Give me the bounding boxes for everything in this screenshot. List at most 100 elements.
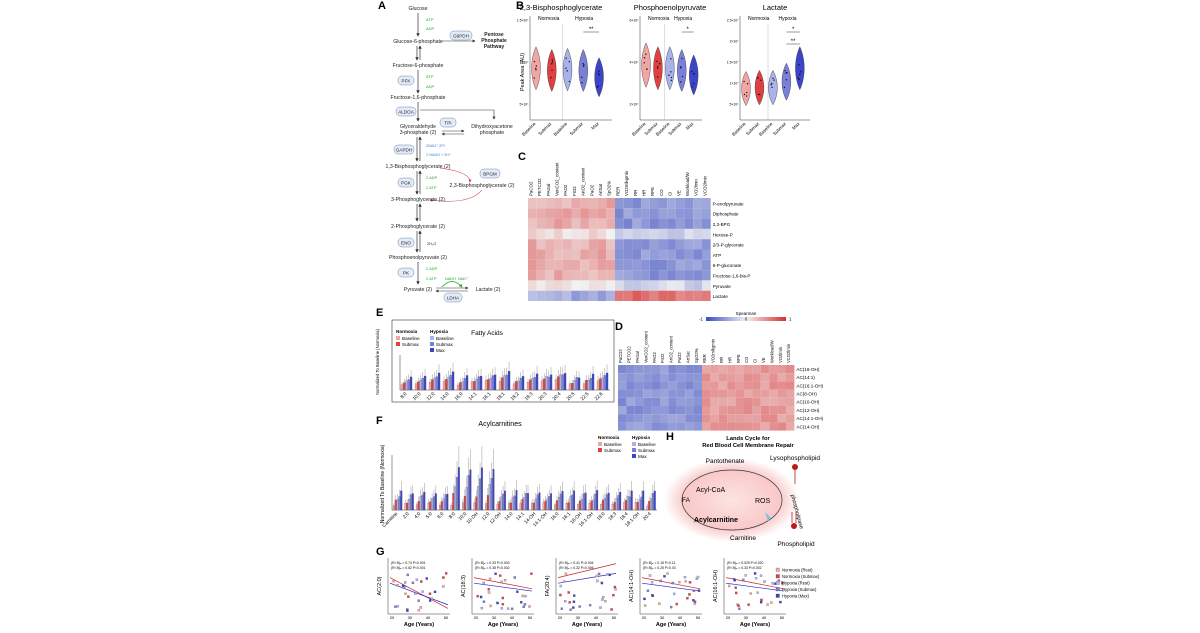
- heatD-cell-3-19: [777, 389, 786, 398]
- scatter-legend-item-0: Normoxia (Rest): [782, 568, 813, 573]
- heatC-cell-8-9: [606, 280, 615, 291]
- barsF-area-bar-19-2: [615, 497, 618, 511]
- barsE-area-bar-7-0: [498, 381, 502, 391]
- heatC-cell-3-2: [545, 228, 555, 240]
- heatD-cell-7-0: [618, 422, 627, 431]
- scatter-point-0-26: [445, 572, 448, 575]
- heatC-cell-4-16: [667, 239, 676, 250]
- heatC-cell-5-8: [597, 249, 607, 260]
- scatter-point-4-11: [760, 598, 763, 602]
- barsF-area-bar-2-3: [421, 494, 424, 511]
- scatter-legend-item-3: Hypoxia (Submax): [782, 587, 817, 592]
- eno-label: ENO: [401, 241, 411, 246]
- heatC-cell-6-15: [658, 259, 668, 271]
- violin-point-0-4-4: [598, 74, 601, 76]
- barsE-area-bar-8-2: [517, 380, 520, 391]
- barsF-area-bar-15-1: [567, 502, 570, 511]
- heatC-cell-3-11: [623, 228, 633, 240]
- heatD-cell-4-6: [668, 397, 677, 406]
- heatC-col-15: CO: [659, 189, 664, 196]
- heatD-cell-2-1: [626, 381, 635, 390]
- barsE-area-bar-3-3: [449, 375, 452, 391]
- barsE-area-xlabel-14: 22:6: [594, 391, 605, 402]
- barsF-area-bar-0-4: [400, 490, 403, 511]
- scatter-xtick-3-0: 20: [642, 615, 647, 620]
- barsF-area-xlabel-2: 4:0: [413, 511, 422, 520]
- barsF-area-bar-21-0: [634, 502, 637, 511]
- violin-point-0-2-3: [568, 60, 571, 63]
- violin-sig-2-1: **: [791, 39, 796, 45]
- heatC-cell-2-9: [606, 218, 615, 229]
- barsE-area-bar-11-3: [561, 374, 564, 391]
- heatC-cell-3-17: [675, 228, 685, 240]
- heatD-cell-7-9: [693, 422, 702, 431]
- heatD-cell-1-15: [744, 373, 753, 382]
- violin-title-3: Lactate: [763, 3, 788, 12]
- heatD-cell-6-19: [777, 414, 786, 423]
- violin-point-1-3-4: [680, 81, 682, 83]
- heatD-cell-6-11: [710, 414, 719, 423]
- barsE-area-bar-6-3: [491, 375, 494, 391]
- heatC-cell-1-3: [554, 208, 563, 219]
- heatC-cell-5-2: [545, 249, 555, 260]
- scatter-xtick-0-2: 40: [426, 615, 431, 620]
- violin-point-0-2-1: [568, 80, 570, 83]
- violin-ytick-2-4: 5×10⁶: [729, 103, 739, 107]
- violin-sig-2-0: *: [792, 27, 795, 33]
- barsF-area-bar-2-4: [423, 491, 426, 511]
- barsF-area-bar-1-3: [409, 494, 412, 511]
- violin-point-2-0-4: [745, 95, 748, 97]
- violin-point-1-2-4: [670, 71, 672, 73]
- heatD-col-1: PETCO2: [627, 346, 632, 363]
- heatC-cell-1-0: [528, 208, 537, 219]
- heatD-cell-0-3: [643, 365, 652, 374]
- heatC-cell-3-9: [606, 228, 615, 240]
- heatD-cell-2-17: [760, 381, 770, 390]
- barsF-area-bar-21-2: [638, 499, 641, 511]
- barsF-area-xlabel-18: 18:0: [596, 511, 607, 522]
- scatter-point-3-21: [693, 600, 697, 603]
- barsF-area-bar-1-1: [406, 502, 409, 511]
- scatter-point-4-4: [779, 600, 782, 604]
- heatC-cell-2-17: [675, 218, 685, 229]
- nadp-small-label: NAD⁺: [458, 277, 468, 281]
- heatD-cell-0-11: [710, 365, 719, 374]
- tpi-label: TPI: [444, 121, 451, 126]
- f-legend-swatch-5: [632, 454, 636, 458]
- scatter-fit-red-0: [389, 577, 449, 609]
- heatC-cell-7-19: [693, 270, 702, 281]
- heatC-row-4: 2/3-P-glycerate: [713, 243, 745, 248]
- f-legend-item-4: Submax: [638, 448, 656, 453]
- barsE-area-bar-3-2: [447, 376, 450, 391]
- scatter-point-3-25: [678, 580, 681, 584]
- heatC-col-13: HR: [641, 190, 646, 196]
- barsE-area-bar-4-4: [465, 375, 469, 391]
- heatD-cell-2-10: [702, 381, 711, 390]
- barsE-area-bar-0-2: [405, 380, 408, 391]
- f16bp-label: Fructose-1,6-phosphate: [390, 95, 445, 101]
- gapdh-enzyme: [393, 144, 415, 155]
- barsF-area-bar-17-4: [596, 490, 599, 511]
- barsE-area-xlabel-11: 20:4: [552, 391, 563, 402]
- scatter-point-0-13: [417, 599, 420, 602]
- heatD-cell-4-13: [727, 397, 736, 406]
- heatC-cell-8-8: [597, 280, 607, 291]
- heatC-col-0: PaCO2: [528, 181, 533, 196]
- scatter-xtick-4-1: 30: [744, 615, 749, 620]
- scatter-point-3-19: [697, 589, 701, 592]
- heatC-cell-1-10: [615, 208, 624, 219]
- scatter-point-1-16: [487, 588, 490, 591]
- heatC-cell-9-4: [562, 290, 572, 301]
- aldoa-enzyme: [395, 106, 417, 117]
- ppp-label-2: Phosphate: [481, 38, 507, 44]
- barsF-area-bar-3-0: [427, 502, 430, 511]
- heatC-cell-8-15: [658, 280, 668, 291]
- violin-shape-2-0: [741, 71, 751, 106]
- violin-point-1-2-0: [670, 58, 672, 60]
- violin-point-1-3-2: [679, 67, 682, 69]
- scatter-point-1-24: [520, 601, 523, 604]
- barsF-area-xlabel-4: 6:0: [436, 511, 445, 520]
- scatter-xtick-4-0: 20: [726, 615, 731, 620]
- heatC-cell-0-8: [597, 198, 607, 209]
- heatC-cell-4-4: [562, 239, 572, 250]
